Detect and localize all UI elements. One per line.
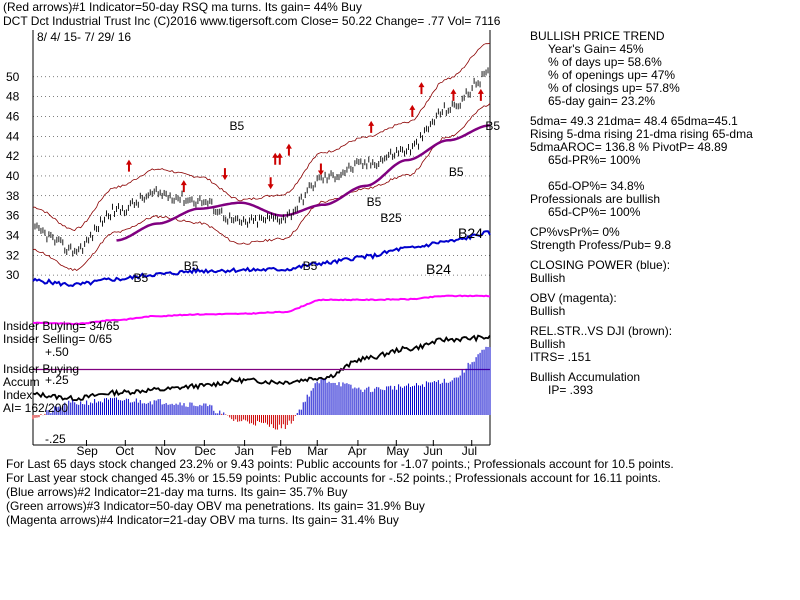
stat-line: 5dma= 49.3 21dma= 48.4 65dma=45.1 <box>530 114 738 128</box>
stat-line: CLOSING POWER (blue): <box>530 258 671 272</box>
x-tick-label: Jul <box>462 444 477 458</box>
y-tick-label: 42 <box>6 149 20 163</box>
stats-panel: BULLISH PRICE TREND Year's Gain= 45%% of … <box>530 30 798 397</box>
stat-line: Bullish Accumulation <box>530 370 641 384</box>
lower-band <box>32 103 491 272</box>
stat-line: % of openings up= 47% <box>548 68 676 82</box>
signal-label: B5 <box>303 259 318 273</box>
signal-label: B5 <box>134 271 149 285</box>
x-tick-label: Apr <box>348 444 367 458</box>
footer-indicator-3: (Green arrows)#3 Indicator=50-day OBV ma… <box>6 499 425 513</box>
red-arrow-up <box>418 82 425 95</box>
closing-power-line <box>32 230 491 288</box>
stat-line: BULLISH PRICE TREND <box>530 29 665 43</box>
red-arrow-down <box>317 163 324 176</box>
x-tick-label: Dec <box>194 444 215 458</box>
red-arrow-up <box>125 159 132 172</box>
stat-line: Professionals are bullish <box>530 192 661 206</box>
x-tick-label: Sep <box>76 444 98 458</box>
y-tick-label: 34 <box>6 228 20 242</box>
stat-line: % of days up= 58.6% <box>548 55 662 69</box>
signal-label: B5 <box>485 119 500 133</box>
accum-label: Accum <box>3 375 40 389</box>
x-tick-label: Jan <box>235 444 254 458</box>
stat-line: IP= .393 <box>548 383 594 397</box>
header-indicator-1: (Red arrows)#1 Indicator=50-day RSQ ma t… <box>3 0 362 14</box>
stat-line: 65-day gain= 23.2% <box>548 94 656 108</box>
x-tick-label: Oct <box>115 444 134 458</box>
upper-band <box>33 43 491 231</box>
stat-line: Bullish <box>530 304 566 318</box>
signal-label: B24 <box>458 225 483 241</box>
red-arrow-up <box>450 88 457 101</box>
insider-selling-label: Insider Selling= 0/65 <box>3 332 113 346</box>
y-tick-label: 50 <box>6 70 20 84</box>
y-tick-label: 36 <box>6 209 20 223</box>
stat-line: ITRS= .151 <box>530 350 592 364</box>
stat-line: Bullish <box>530 337 566 351</box>
stat-line: REL.STR..VS DJI (brown): <box>530 324 673 338</box>
red-arrow-up <box>477 88 484 101</box>
y-tick-label: 48 <box>6 90 20 104</box>
stat-line: Year's Gain= 45% <box>548 42 644 56</box>
x-tick-label: Feb <box>271 444 292 458</box>
signal-label: B5 <box>367 195 382 209</box>
red-arrow-up <box>368 120 375 133</box>
index-label: Index <box>3 388 33 402</box>
stat-line: 5dmaAROC= 136.8 % PivotP= 48.89 <box>530 140 728 154</box>
ma65-line <box>116 124 491 242</box>
red-arrow-down <box>267 177 274 190</box>
red-arrow-up <box>272 152 279 165</box>
ai-label: AI= 162/200 <box>3 401 69 415</box>
signal-label: B25 <box>380 211 402 225</box>
signal-label: B5 <box>184 259 199 273</box>
stat-line: 65d-OP%= 34.8% <box>548 179 645 193</box>
insider-buying-label-2: Insider Buying <box>3 362 80 376</box>
y-tick-label: 30 <box>6 268 20 282</box>
stat-line: % of closings up= 57.8% <box>548 81 680 95</box>
header-title: DCT Dct Industrial Trust Inc (C)2016 www… <box>3 14 501 28</box>
y-tick-label: 46 <box>6 109 20 123</box>
red-arrow-up <box>276 152 283 165</box>
stat-line: Strength Profess/Pub= 9.8 <box>530 238 672 252</box>
obv-line <box>32 294 491 326</box>
x-tick-label: Mar <box>307 444 328 458</box>
x-tick-label: Jun <box>423 444 442 458</box>
stat-line: CP%vsPr%= 0% <box>530 225 620 239</box>
y-tick-label: 38 <box>6 189 20 203</box>
footer-indicator-4: (Magenta arrows)#4 Indicator=21-day OBV … <box>6 513 399 527</box>
accum-plus25-label: +.25 <box>45 373 69 387</box>
accum-plus50-label: +.50 <box>45 345 69 359</box>
red-arrow-up <box>180 180 187 193</box>
footer-65day: For Last 65 days stock changed 23.2% or … <box>6 457 674 471</box>
y-tick-label: 40 <box>6 169 20 183</box>
stat-line: 65d-PR%= 100% <box>548 153 641 167</box>
rel-strength-line <box>32 334 491 402</box>
accum-minus25-label: -.25 <box>45 432 66 446</box>
insider-buying-label: Insider Buying= 34/65 <box>3 319 120 333</box>
red-arrow-up <box>409 104 416 117</box>
stat-line: Rising 5-dma rising 21-dma rising 65-dma <box>530 127 753 141</box>
red-arrow-down <box>221 168 228 181</box>
y-tick-label: 44 <box>6 129 20 143</box>
stat-line: Bullish <box>530 271 566 285</box>
stat-line: OBV (magenta): <box>530 291 617 305</box>
signal-label: B5 <box>230 119 245 133</box>
footer-indicator-2: (Blue arrows)#2 Indicator=21-day ma turn… <box>6 485 348 499</box>
x-tick-label: May <box>386 444 409 458</box>
signal-label: B5 <box>449 165 464 179</box>
footer-year: For Last year stock changed 45.3% or 15.… <box>6 471 661 485</box>
signal-label: B24 <box>426 261 451 277</box>
x-tick-label: Nov <box>155 444 176 458</box>
y-tick-label: 32 <box>6 248 20 262</box>
stat-line: 65d-CP%= 100% <box>548 205 641 219</box>
date-range: 8/ 4/ 15- 7/ 29/ 16 <box>37 30 132 44</box>
red-arrow-up <box>285 143 292 156</box>
